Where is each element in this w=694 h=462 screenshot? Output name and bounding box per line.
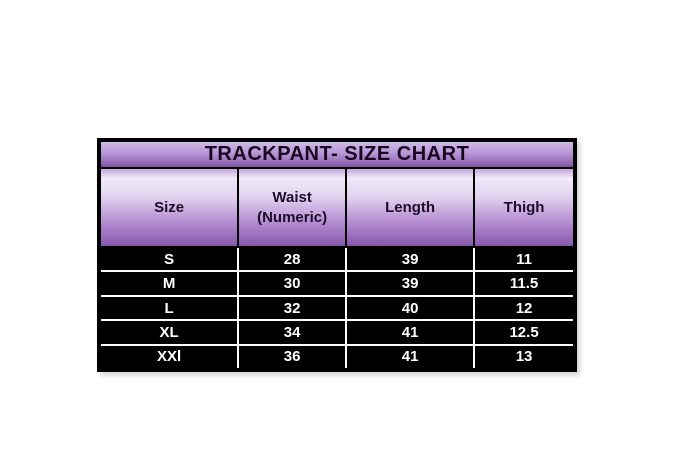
cell-waist: 32 (237, 296, 346, 320)
cell-thigh: 12.5 (473, 321, 573, 344)
table-row-xxl: XXl 36 41 13 (101, 343, 573, 369)
cell-length: 39 (345, 272, 474, 295)
cell-size: M (101, 272, 238, 295)
table-title-bar: TRACKPANT- SIZE CHART (101, 142, 573, 169)
cell-length: 41 (345, 345, 474, 369)
cell-length: 41 (345, 321, 474, 344)
table-row-s: S 28 39 11 (101, 248, 573, 271)
cell-size: S (101, 248, 238, 271)
table-body: S 28 39 11 M 30 39 11.5 L 32 40 12 XL 34… (101, 248, 573, 369)
cell-size: XL (101, 321, 238, 344)
table-title: TRACKPANT- SIZE CHART (204, 143, 470, 165)
cell-waist: 36 (237, 345, 346, 369)
table-row-m: M 30 39 11.5 (101, 270, 573, 295)
cell-waist: 28 (237, 248, 346, 271)
table-row-l: L 32 40 12 (101, 294, 573, 320)
table-row-xl: XL 34 41 12.5 (101, 319, 573, 344)
header-cell-waist: Waist (Numeric) (237, 169, 346, 246)
cell-length: 39 (345, 248, 474, 271)
table-header-row: Size Waist (Numeric) Length Thigh (101, 169, 573, 248)
cell-thigh: 11 (473, 248, 573, 271)
cell-thigh: 11.5 (473, 272, 573, 295)
cell-waist: 34 (237, 321, 346, 344)
size-chart-table: TRACKPANT- SIZE CHART Size Waist (Numeri… (97, 138, 577, 372)
cell-size: L (101, 296, 238, 320)
cell-thigh: 12 (473, 296, 573, 320)
cell-thigh: 13 (473, 345, 573, 369)
header-cell-length: Length (345, 169, 474, 246)
cell-waist: 30 (237, 272, 346, 295)
cell-size: XXl (101, 345, 238, 369)
header-cell-thigh: Thigh (473, 169, 573, 246)
header-cell-size: Size (101, 169, 238, 246)
cell-length: 40 (345, 296, 474, 320)
